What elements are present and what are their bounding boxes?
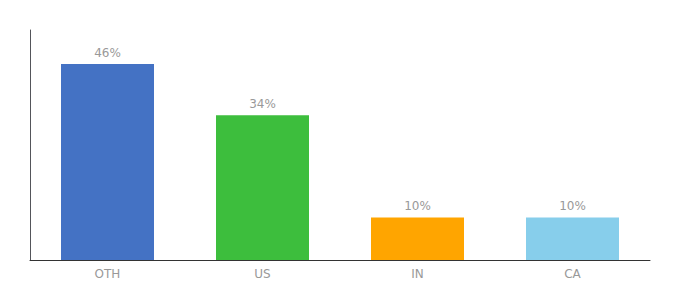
svg-text:10%: 10% xyxy=(559,199,586,213)
svg-text:CA: CA xyxy=(564,267,581,281)
svg-text:OTH: OTH xyxy=(95,267,121,281)
svg-text:34%: 34% xyxy=(249,97,276,111)
svg-text:10%: 10% xyxy=(404,199,431,213)
svg-text:46%: 46% xyxy=(94,46,121,60)
svg-text:US: US xyxy=(254,267,270,281)
svg-text:IN: IN xyxy=(411,267,424,281)
